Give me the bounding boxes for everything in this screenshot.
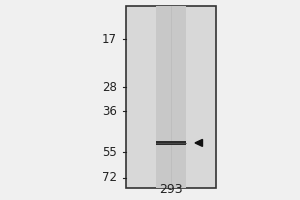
Text: 293: 293 (159, 183, 183, 196)
Text: 17: 17 (102, 33, 117, 46)
Polygon shape (195, 139, 202, 146)
Text: 72: 72 (102, 171, 117, 184)
Text: 36: 36 (102, 105, 117, 118)
FancyBboxPatch shape (126, 6, 216, 188)
FancyBboxPatch shape (156, 6, 186, 188)
Text: 55: 55 (102, 146, 117, 159)
Text: 28: 28 (102, 81, 117, 94)
FancyBboxPatch shape (156, 141, 186, 145)
